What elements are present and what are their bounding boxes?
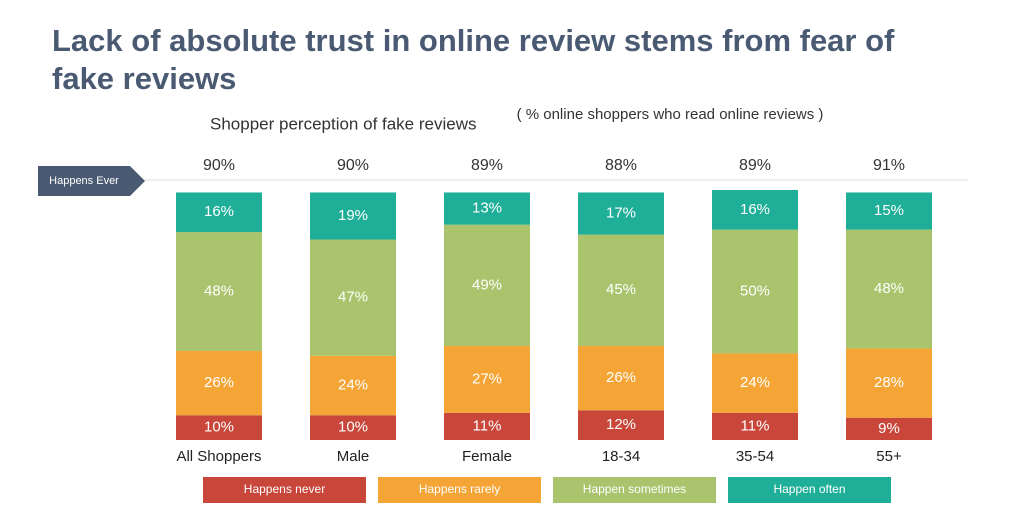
legend-label: Happen sometimes — [583, 482, 686, 496]
data-label: 48% — [874, 280, 904, 297]
bar-segment — [310, 415, 396, 440]
data-label: 50% — [740, 282, 770, 299]
data-label: 16% — [740, 201, 770, 218]
data-label: 11% — [741, 417, 770, 434]
data-label: 24% — [338, 377, 368, 394]
data-label: 45% — [606, 281, 636, 298]
data-label: 26% — [204, 374, 234, 391]
bar-segment — [578, 192, 664, 235]
totals-arrow — [38, 166, 145, 196]
legend-swatch — [728, 477, 891, 503]
data-label: 10% — [338, 419, 368, 436]
x-tick-label: 55+ — [876, 448, 902, 465]
bar-segment — [176, 192, 262, 233]
data-label: 19% — [338, 207, 368, 224]
bar-segment — [310, 355, 396, 416]
bar-segment — [712, 353, 798, 413]
bar-segment — [176, 232, 262, 351]
bar-segment — [578, 345, 664, 411]
data-label: 12% — [606, 416, 636, 433]
x-tick-label: Male — [337, 448, 370, 465]
x-tick-label: All Shoppers — [176, 448, 261, 465]
bar-segment — [310, 239, 396, 356]
legend-label: Happens never — [244, 482, 325, 496]
bar-segment — [712, 229, 798, 354]
total-label: 90% — [203, 157, 235, 174]
x-tick-label: 18-34 — [602, 448, 640, 465]
bar-segment — [444, 345, 530, 413]
total-label: 90% — [337, 157, 369, 174]
bar-segment — [444, 224, 530, 346]
data-label: 9% — [878, 420, 900, 437]
data-label: 11% — [473, 417, 502, 434]
data-label: 10% — [204, 419, 234, 436]
bar-segment — [846, 229, 932, 349]
data-label: 24% — [740, 374, 770, 391]
total-label: 89% — [739, 157, 771, 174]
bar-segment — [444, 192, 530, 225]
data-label: 15% — [874, 202, 904, 219]
x-tick-label: Female — [462, 448, 512, 465]
bar-segment — [310, 192, 396, 240]
data-label: 48% — [204, 282, 234, 299]
bar-segment — [846, 192, 932, 230]
data-label: 16% — [204, 203, 234, 220]
bar-segment — [444, 412, 530, 440]
bar-segment — [712, 190, 798, 230]
total-label: 89% — [471, 157, 503, 174]
bar-segment — [578, 410, 664, 440]
chart-subtitle: Shopper perception of fake reviews — [210, 114, 477, 133]
chart-title: Lack of absolute trust in online review … — [52, 23, 895, 96]
legend-swatch — [378, 477, 541, 503]
data-label: 26% — [606, 369, 636, 386]
bar-segment — [846, 348, 932, 418]
x-tick-label: 35-54 — [736, 448, 774, 465]
legend-label: Happens rarely — [419, 482, 500, 496]
legend-swatch — [553, 477, 716, 503]
bar-segment — [846, 417, 932, 440]
chart-note: ( % online shoppers who read online revi… — [516, 106, 824, 123]
data-label: 47% — [338, 289, 368, 306]
total-label: 88% — [605, 157, 637, 174]
legend-label: Happen often — [773, 482, 845, 496]
totals-label: Happens Ever — [49, 175, 119, 187]
bar-segment — [176, 350, 262, 416]
bar-segment — [712, 412, 798, 440]
data-label: 49% — [472, 276, 502, 293]
bar-segment — [578, 234, 664, 346]
data-label: 28% — [874, 374, 904, 391]
data-label: 17% — [606, 204, 636, 221]
bar-segment — [176, 415, 262, 440]
legend-swatch — [203, 477, 366, 503]
total-label: 91% — [873, 157, 905, 174]
data-label: 13% — [472, 200, 502, 217]
data-label: 27% — [472, 370, 502, 387]
